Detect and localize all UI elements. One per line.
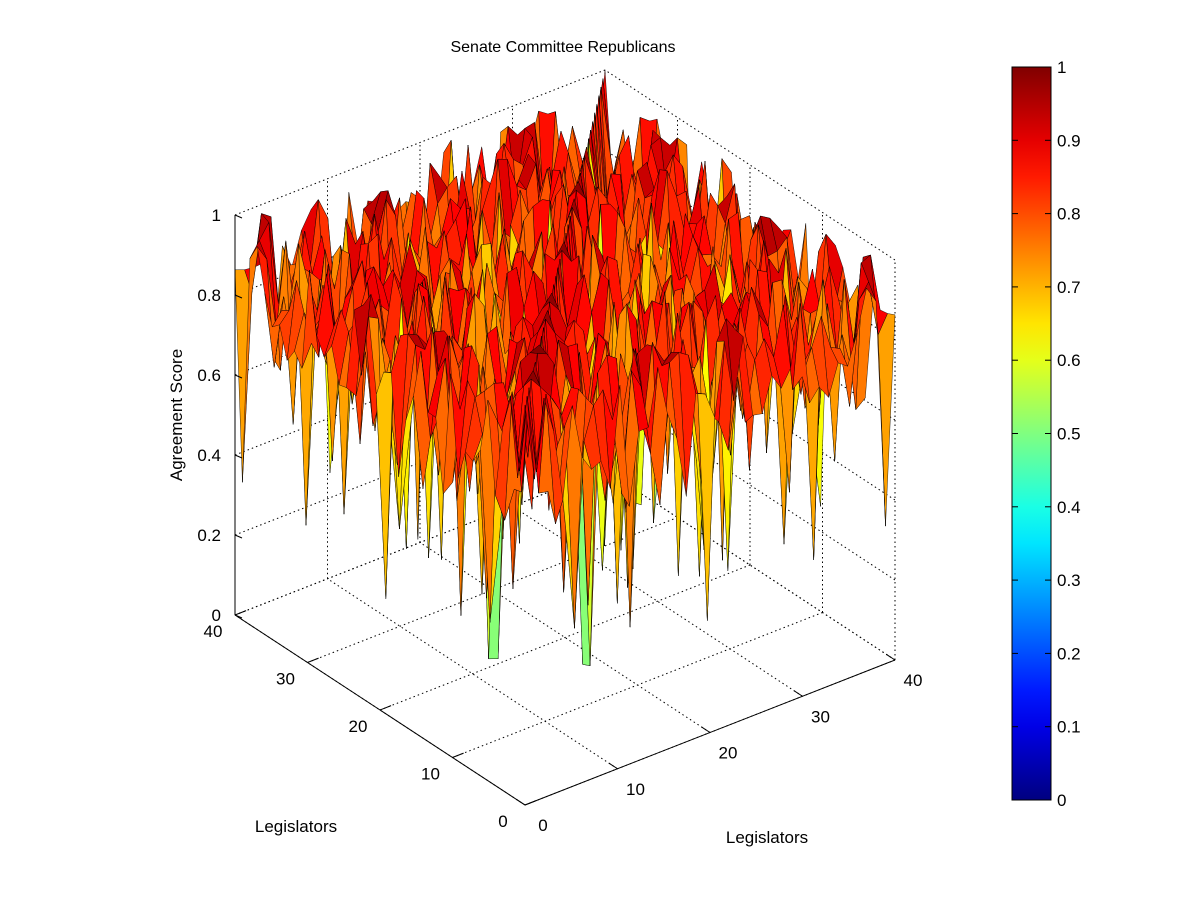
grid-line <box>327 578 618 770</box>
colorbar-tick-label: 1 <box>1057 58 1066 77</box>
colorbar-tick-label: 0.2 <box>1057 644 1081 663</box>
colorbar-tick-label: 0.7 <box>1057 278 1081 297</box>
chart-title: Senate Committee Republicans <box>450 39 675 56</box>
surface-patch <box>877 313 896 527</box>
y-tick-mark <box>524 800 537 806</box>
surface-plot <box>234 69 896 666</box>
colorbar-tick-label: 0 <box>1057 791 1066 810</box>
y-tick-mark <box>307 657 319 663</box>
z-axis-label: Agreement Score <box>167 349 186 481</box>
x-tick-label: 20 <box>719 744 738 763</box>
colorbar-tick-label: 0.1 <box>1057 718 1081 737</box>
z-tick-label: 0.6 <box>197 366 221 385</box>
z-tick-mark <box>234 214 243 219</box>
z-tick-label: 0.2 <box>197 526 221 545</box>
y-tick-label: 40 <box>204 622 223 641</box>
z-tick-label: 0.8 <box>197 286 221 305</box>
y-tick-label: 20 <box>349 717 368 736</box>
z-tick-mark <box>234 374 243 379</box>
x-tick-mark <box>516 798 526 806</box>
colorbar-tick-label: 0.4 <box>1057 498 1081 517</box>
y-tick-label: 10 <box>421 765 440 784</box>
x-tick-mark <box>608 762 618 770</box>
surface-patch <box>376 371 394 599</box>
z-tick-mark <box>234 454 243 459</box>
colorbar-tick-label: 0.5 <box>1057 425 1081 444</box>
colorbar-tick-label: 0.6 <box>1057 351 1081 370</box>
y-axis-label: Legislators <box>255 817 337 836</box>
x-tick-label: 10 <box>626 780 645 799</box>
z-tick-label: 0.4 <box>197 446 221 465</box>
colorbar-gradient <box>1011 66 1052 801</box>
grid-line <box>419 542 711 733</box>
x-tick-label: 40 <box>904 671 923 690</box>
z-tick-label: 0 <box>212 606 221 625</box>
y-tick-label: 0 <box>498 812 507 831</box>
y-tick-mark <box>379 705 392 711</box>
z-tick-mark <box>234 614 243 619</box>
grid-line <box>379 564 751 711</box>
x-tick-label: 30 <box>811 707 830 726</box>
y-tick-label: 30 <box>276 670 295 689</box>
x-tick-mark <box>886 653 896 661</box>
z-tick-mark <box>234 534 243 539</box>
surface-patch <box>517 396 535 480</box>
x-tick-label: 0 <box>538 816 547 835</box>
y-tick-mark <box>452 752 464 758</box>
colorbar-ticks: 0 0.1 0.2 0.3 0.4 0.5 0.6 0.7 0.8 0.9 1 <box>1012 58 1081 810</box>
x-tick-mark <box>701 726 711 733</box>
colorbar-tick-label: 0.3 <box>1057 571 1081 590</box>
x-axis-label: Legislators <box>726 828 808 847</box>
colorbar-tick-label: 0.8 <box>1057 205 1081 224</box>
x-tick-mark <box>793 690 803 697</box>
z-tick-mark <box>234 294 243 299</box>
y-tick-mark <box>234 610 247 616</box>
colorbar-tick-label: 0.9 <box>1057 131 1081 150</box>
z-tick-label: 1 <box>212 206 221 225</box>
colorbar: 0 0.1 0.2 0.3 0.4 0.5 0.6 0.7 0.8 0.9 1 <box>1011 58 1081 810</box>
